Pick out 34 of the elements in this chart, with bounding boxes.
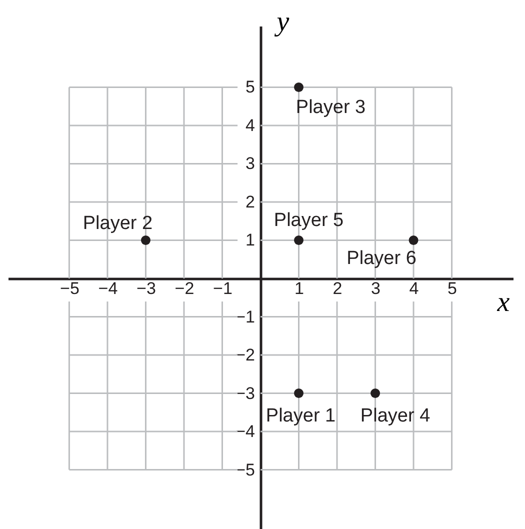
x-tick-label: 1	[294, 279, 304, 298]
annotation: Player 3	[296, 97, 366, 118]
y-tick-label: 2	[246, 192, 255, 212]
y-tick-label: 1	[246, 230, 255, 250]
annotation: Player 1	[266, 405, 336, 426]
x-tick-label: 4	[409, 279, 419, 298]
point	[408, 236, 418, 245]
annotation: Player 5	[274, 210, 344, 232]
y-tick-label: 4	[246, 116, 255, 135]
y-axis-title: y	[274, 6, 290, 38]
y-tick-label: 5	[246, 78, 255, 97]
x-tick-label: 2	[332, 279, 342, 298]
y-tick-label: −5	[236, 460, 255, 480]
point	[294, 236, 304, 245]
x-tick-label: −3	[136, 279, 156, 298]
y-tick-label: −3	[236, 384, 255, 403]
x-axis-title: x	[496, 287, 510, 318]
point	[294, 388, 304, 398]
point	[140, 236, 150, 245]
x-tick-label: −1	[213, 279, 232, 298]
annotation: Player 4	[360, 405, 431, 426]
y-tick-label: −2	[236, 346, 255, 365]
point	[370, 388, 380, 398]
annotation: Player 2	[82, 213, 153, 234]
point	[294, 82, 304, 92]
y-tick-label: 3	[246, 154, 255, 174]
x-tick-label: −4	[98, 279, 118, 298]
x-tick-label: −2	[174, 279, 194, 298]
annotation: Player 6	[346, 248, 416, 270]
x-tick-label: 3	[371, 279, 381, 298]
y-tick-label: −1	[236, 307, 255, 326]
x-tick-label: −5	[60, 279, 80, 298]
y-tick-label: −4	[236, 422, 255, 442]
x-tick-label: 5	[448, 279, 458, 298]
